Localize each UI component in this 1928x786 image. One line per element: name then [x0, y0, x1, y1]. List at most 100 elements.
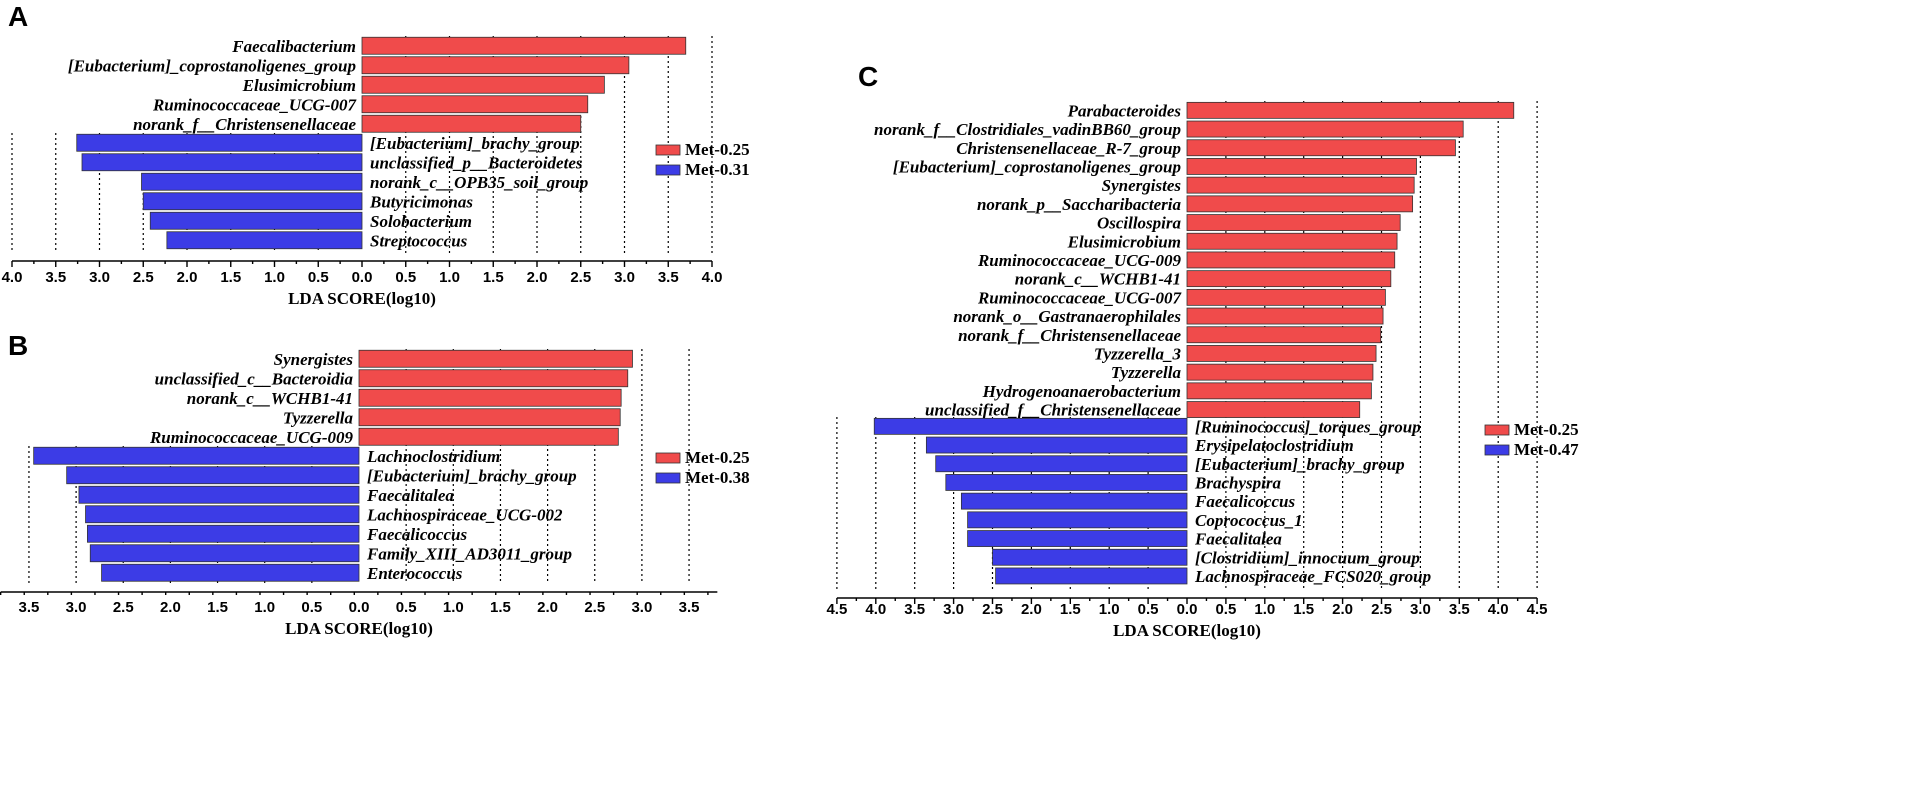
x-tick-label-left: 3.0 — [66, 599, 87, 616]
x-tick-label-right: 2.0 — [537, 599, 558, 616]
blue-bar-label: Erysipelatoclostridium — [1194, 436, 1354, 455]
blue-bar — [141, 172, 363, 191]
x-tick-label-right: 3.5 — [1449, 601, 1470, 618]
x-tick-label-right: 0.5 — [1215, 601, 1236, 618]
x-tick-label-right: 2.5 — [584, 599, 605, 616]
blue-bar-label: Streptococcus — [370, 231, 468, 250]
blue-bar — [85, 505, 360, 524]
panel-b: B Synergistesunclassified_c__Bacteroidian… — [0, 330, 750, 638]
blue-bar — [87, 524, 360, 543]
x-tick-label-right: 4.0 — [702, 269, 723, 286]
red-bar — [1186, 363, 1374, 381]
legend-swatch — [655, 164, 681, 176]
x-tick-label-right: 0.0 — [352, 269, 373, 286]
x-tick-label-right: 1.0 — [443, 599, 464, 616]
x-tick-label-left: 1.5 — [1060, 601, 1081, 618]
red-bar-label: Parabacteroides — [1067, 101, 1182, 120]
red-bar — [1186, 401, 1361, 418]
red-bar — [1186, 307, 1384, 325]
x-tick-label-right: 1.0 — [439, 269, 460, 286]
blue-bar-label: Faecalicoccus — [366, 525, 467, 544]
x-tick-label-right: 3.0 — [631, 599, 652, 616]
red-bar-label: norank_f__Christensenellaceae — [958, 326, 1181, 345]
red-bar-label: Ruminococcaceae_UCG-007 — [977, 288, 1183, 307]
x-tick-label-right: 2.5 — [570, 269, 591, 286]
x-tick-label-left: 2.5 — [113, 599, 134, 616]
blue-bar-label: unclassified_p__Bacteroidetes — [370, 153, 583, 172]
red-bar-label: norank_o__Gastranaerophilales — [953, 307, 1181, 326]
legend-swatch — [1484, 424, 1510, 436]
x-tick-label-right: 3.5 — [658, 269, 679, 286]
red-bar-label: [Eubacterium]_coprostanoligenes_group — [893, 157, 1181, 176]
red-bar — [1186, 270, 1392, 288]
red-bar — [358, 388, 622, 407]
x-tick-label-right: 0.0 — [1177, 601, 1198, 618]
blue-bar — [76, 133, 363, 152]
blue-bar-label: Faecalicoccus — [1194, 492, 1295, 511]
blue-bar-label: Coprococcus_1 — [1195, 511, 1303, 530]
x-tick-label-right: 4.0 — [1488, 601, 1509, 618]
x-axis-label: LDA SCORE(log10) — [285, 619, 433, 638]
red-bar — [1186, 288, 1386, 306]
red-bar — [358, 369, 629, 388]
blue-bar-label: Family_XIII_AD3011_group — [366, 544, 572, 563]
blue-bar-label: Lachnospiraceae_UCG-002 — [366, 505, 563, 524]
blue-bar — [33, 446, 360, 465]
x-tick-label-right: 0.5 — [395, 269, 416, 286]
red-bar — [361, 114, 582, 133]
x-tick-label-right: 3.0 — [614, 269, 635, 286]
blue-bar — [935, 455, 1188, 473]
x-tick-label-right: 1.5 — [490, 599, 511, 616]
x-tick-label-left: 2.0 — [177, 269, 198, 286]
x-tick-label-left: 1.0 — [264, 269, 285, 286]
x-tick-label-left: 3.0 — [943, 601, 964, 618]
red-bar-label: unclassified_f__Christensenellaceae — [925, 401, 1181, 420]
blue-bar — [142, 192, 363, 211]
x-tick-label-right: 1.5 — [1293, 601, 1314, 618]
blue-bar — [995, 567, 1188, 585]
red-bar-label: Tyzzerella_3 — [1094, 344, 1182, 363]
x-tick-label-left: 0.5 — [308, 269, 329, 286]
x-tick-label-left: 2.0 — [160, 599, 181, 616]
red-bar-label: norank_c__WCHB1-41 — [187, 389, 353, 408]
blue-bar — [873, 417, 1188, 435]
x-tick-label-left: 1.5 — [220, 269, 241, 286]
blue-bar-label: Butyricimonas — [369, 192, 473, 211]
blue-bar-label: [Clostridium]_innocuum_group — [1195, 548, 1420, 567]
panel-letter: A — [8, 1, 28, 32]
red-bar-label: unclassified_c__Bacteroidia — [155, 369, 354, 388]
x-tick-label-right: 4.5 — [1527, 601, 1548, 618]
blue-bar-label: Faecalitalea — [1194, 530, 1282, 549]
x-tick-label-left: 4.5 — [826, 601, 847, 618]
red-bar-label: Elusimicrobium — [1067, 232, 1181, 251]
blue-bar — [89, 544, 360, 563]
blue-bar-label: [Ruminococcus]_torques_group — [1195, 417, 1421, 436]
red-bar-label: Hydrogenoanaerobacterium — [982, 382, 1181, 401]
legend-label: Met-0.47 — [1514, 440, 1579, 459]
red-bar — [1186, 195, 1414, 213]
red-bar-label: norank_p__Saccharibacteria — [977, 195, 1182, 214]
red-bar-label: Ruminococcaceae_UCG-009 — [977, 251, 1182, 270]
red-bar-label: norank_f__Christensenellaceae — [133, 115, 356, 134]
blue-bar-label: [Eubacterium]_brachy_group — [370, 134, 580, 153]
legend-label: Met-0.38 — [685, 468, 750, 487]
red-bar-label: Tyzzerella — [283, 408, 354, 427]
red-bar — [358, 408, 621, 427]
x-tick-label-right: 2.5 — [1371, 601, 1392, 618]
panel-c: C Parabacteroidesnorank_f__Clostridiales_… — [826, 61, 1579, 640]
x-tick-label-left: 3.5 — [904, 601, 925, 618]
x-axis-label: LDA SCORE(log10) — [1113, 621, 1261, 640]
red-bar — [1186, 251, 1396, 269]
x-tick-label-left: 4.0 — [865, 601, 886, 618]
red-bar — [1186, 139, 1456, 157]
legend-label: Met-0.25 — [1514, 420, 1579, 439]
red-bar-label: Faecalibacterium — [231, 37, 356, 56]
red-bar — [361, 75, 605, 94]
red-bar-label: Synergistes — [1102, 176, 1182, 195]
red-bar-label: Ruminococcaceae_UCG-007 — [152, 95, 358, 114]
blue-bar-label: Solobacterium — [370, 212, 472, 231]
x-tick-label-left: 3.5 — [19, 599, 40, 616]
red-bar-label: Synergistes — [274, 350, 354, 369]
x-tick-label-right: 1.5 — [483, 269, 504, 286]
